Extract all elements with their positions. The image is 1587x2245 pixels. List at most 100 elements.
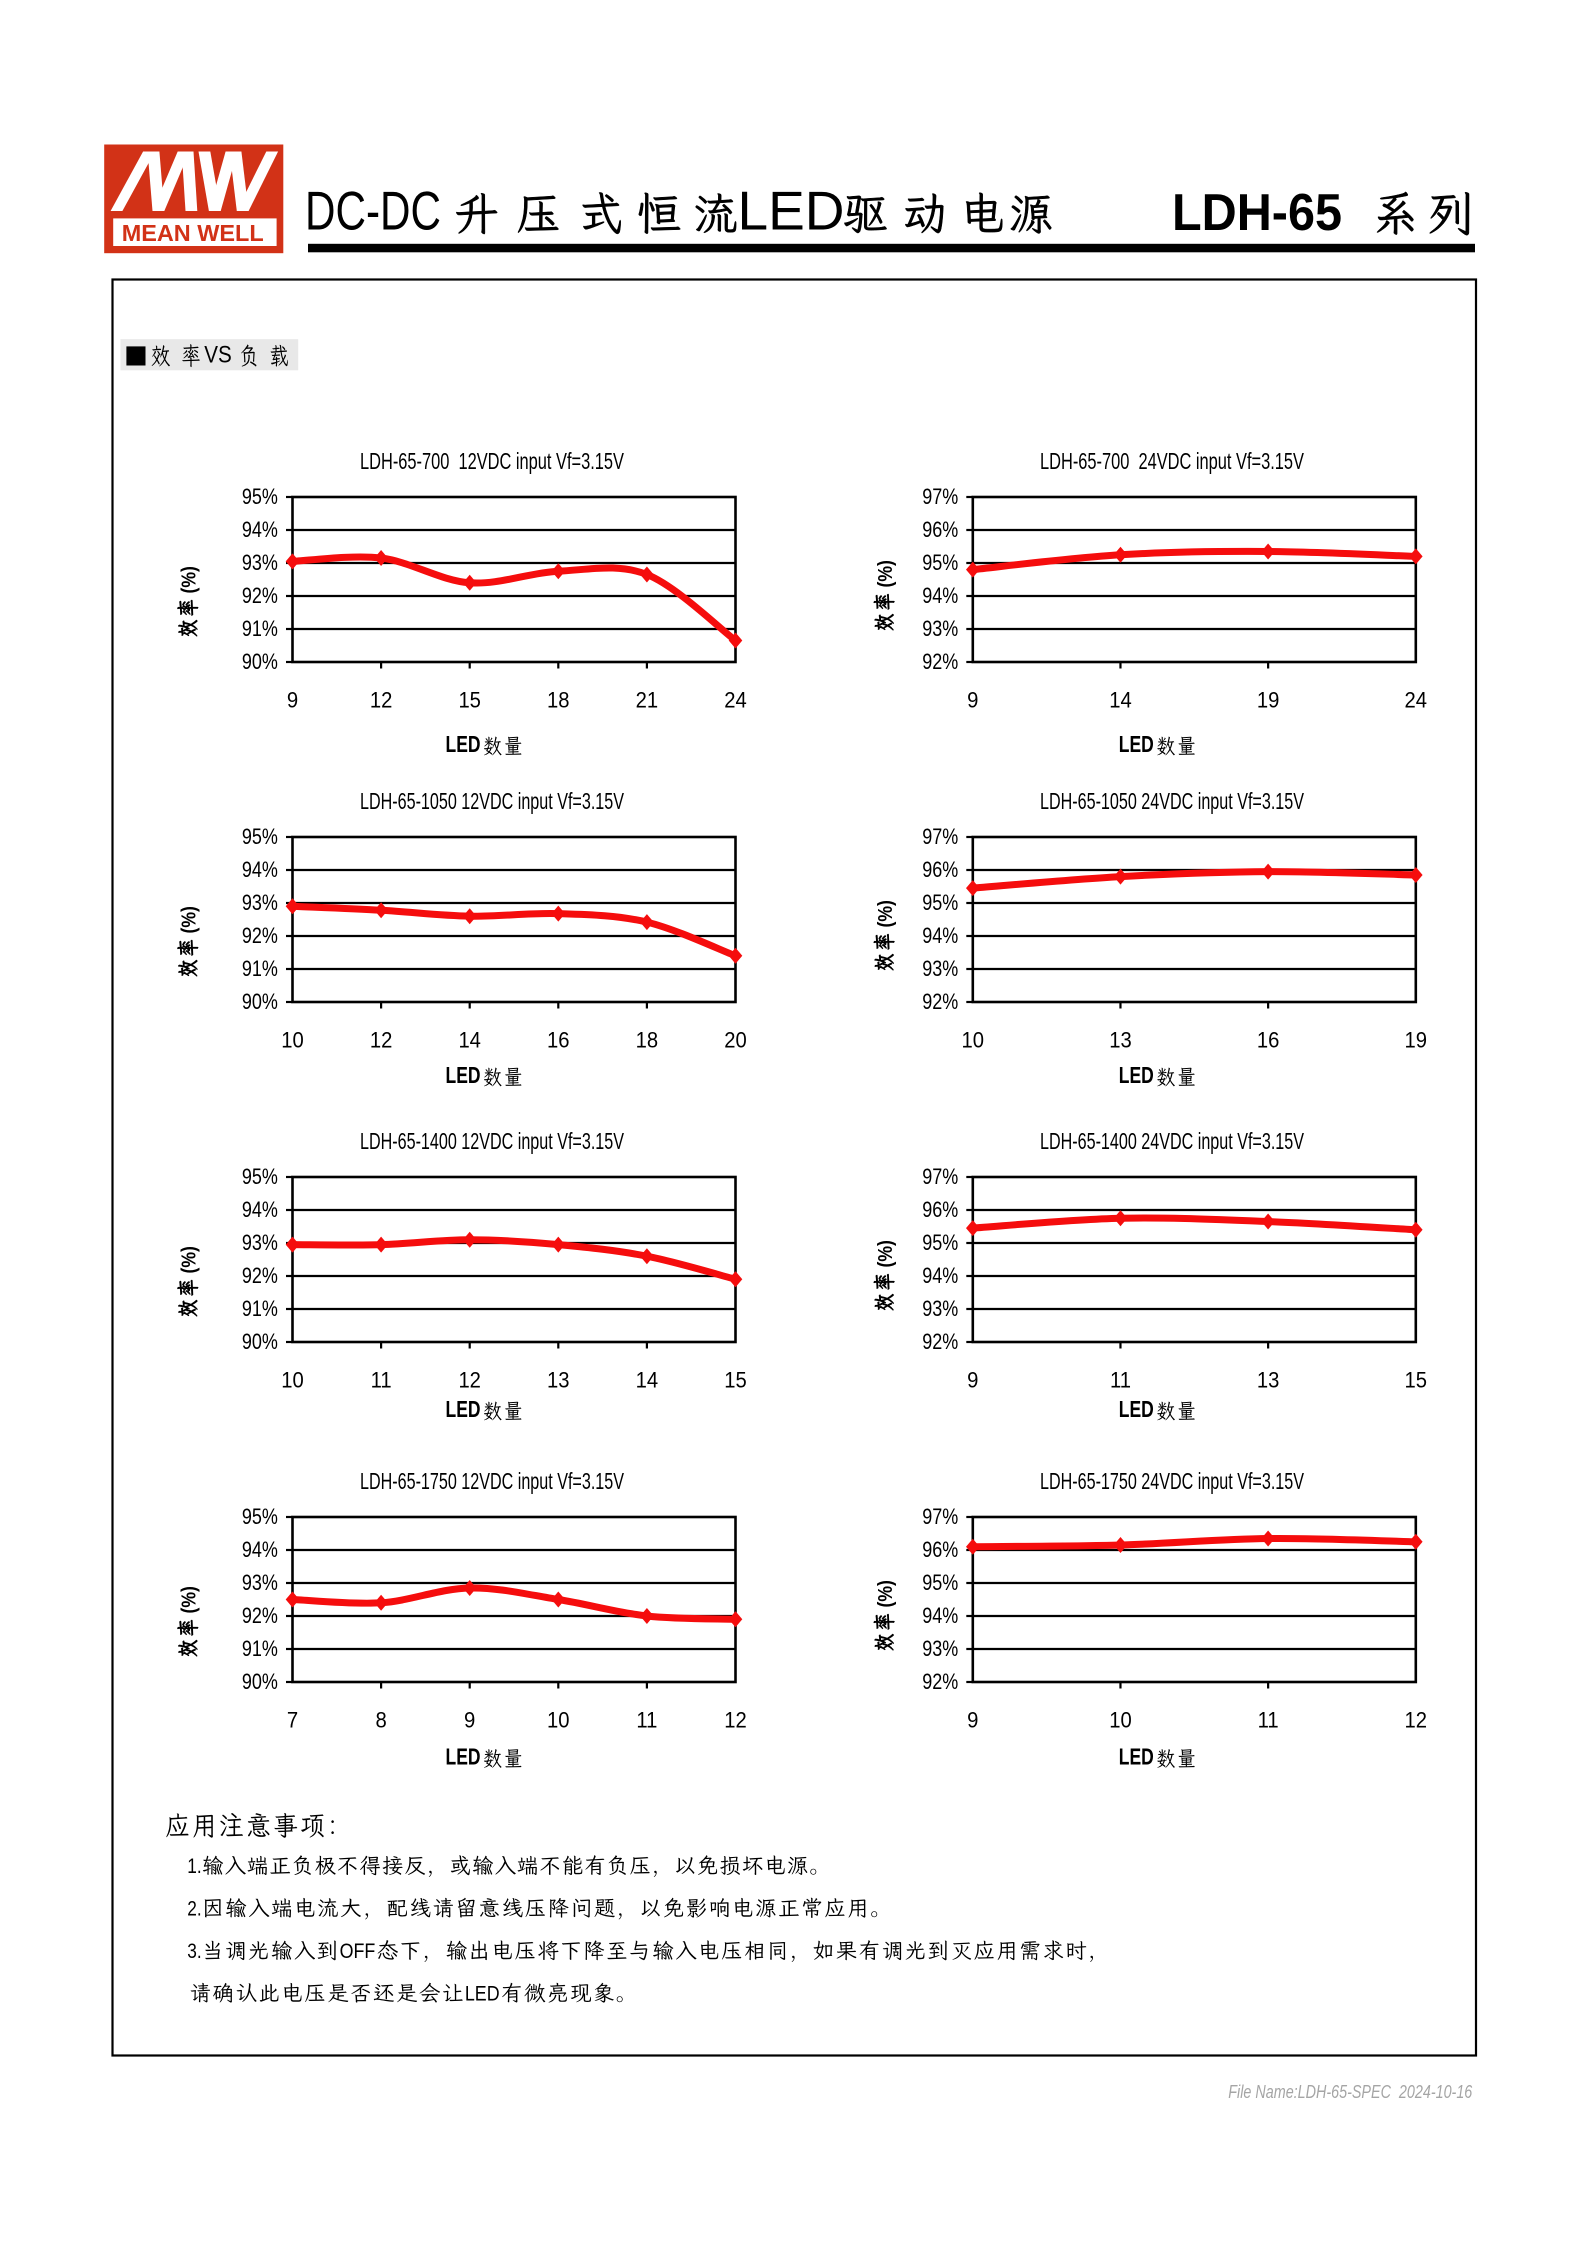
svg-text:OFF: OFF <box>340 1939 376 1963</box>
svg-text:92%: 92% <box>922 1669 958 1694</box>
svg-text:95%: 95% <box>242 1164 278 1189</box>
svg-text:15: 15 <box>1405 1368 1428 1393</box>
svg-text:LDH-65-700 12VDC input Vf=3.1: LDH-65-700 12VDC input Vf=3.15V <box>360 448 624 474</box>
svg-text:11: 11 <box>1258 1708 1279 1733</box>
svg-text:14: 14 <box>636 1368 659 1393</box>
svg-text:97%: 97% <box>922 1164 958 1189</box>
svg-text:13: 13 <box>1109 1028 1132 1053</box>
svg-text:92%: 92% <box>922 989 958 1014</box>
svg-text:9: 9 <box>967 1708 978 1733</box>
svg-text:20: 20 <box>724 1028 747 1053</box>
svg-text:LDH-65: LDH-65 <box>1172 184 1342 242</box>
svg-text:19: 19 <box>1405 1028 1428 1053</box>
svg-text:94%: 94% <box>242 857 278 882</box>
svg-text:11: 11 <box>636 1708 657 1733</box>
svg-text:9: 9 <box>967 688 978 713</box>
svg-text:10: 10 <box>1109 1708 1132 1733</box>
svg-text:91%: 91% <box>242 1296 278 1321</box>
svg-text:97%: 97% <box>922 824 958 849</box>
svg-text:(%): (%) <box>874 560 897 587</box>
svg-text:97%: 97% <box>922 484 958 509</box>
svg-text:18: 18 <box>636 1028 659 1053</box>
svg-text:DC-DC: DC-DC <box>305 181 441 242</box>
svg-text:91%: 91% <box>242 616 278 641</box>
svg-text:16: 16 <box>547 1028 570 1053</box>
svg-text:MEAN WELL: MEAN WELL <box>122 220 264 246</box>
svg-text:10: 10 <box>281 1028 304 1053</box>
svg-text:14: 14 <box>1109 688 1132 713</box>
svg-text:93%: 93% <box>242 1570 278 1595</box>
svg-text:96%: 96% <box>922 1197 958 1222</box>
svg-text:(%): (%) <box>178 1246 201 1273</box>
svg-text:95%: 95% <box>922 1570 958 1595</box>
svg-text:LED: LED <box>446 1744 481 1770</box>
svg-text:(%): (%) <box>178 1586 201 1613</box>
svg-text:19: 19 <box>1257 688 1280 713</box>
svg-text:96%: 96% <box>922 1537 958 1562</box>
svg-text:LED: LED <box>465 1982 500 2006</box>
svg-text:92%: 92% <box>242 923 278 948</box>
svg-text:LDH-65-1050 24VDC input Vf=3.1: LDH-65-1050 24VDC input Vf=3.15V <box>1040 788 1304 814</box>
svg-text:21: 21 <box>636 688 659 713</box>
svg-text:12: 12 <box>1405 1708 1428 1733</box>
svg-text:LDH-65-1750 12VDC input Vf=3.1: LDH-65-1750 12VDC input Vf=3.15V <box>360 1468 624 1494</box>
svg-text:LED: LED <box>738 181 845 242</box>
svg-text:2.: 2. <box>187 1897 201 1921</box>
svg-text:File Name:LDH-65-SPEC 2024-10: File Name:LDH-65-SPEC 2024-10-16 <box>1228 2082 1473 2102</box>
svg-text:96%: 96% <box>922 517 958 542</box>
svg-text:94%: 94% <box>922 1263 958 1288</box>
svg-text:10: 10 <box>547 1708 570 1733</box>
svg-text:12: 12 <box>370 1028 393 1053</box>
svg-text:92%: 92% <box>242 583 278 608</box>
svg-text:94%: 94% <box>922 1603 958 1628</box>
svg-text:VS: VS <box>204 342 232 369</box>
svg-text:11: 11 <box>1110 1368 1131 1393</box>
svg-text:12: 12 <box>458 1368 481 1393</box>
svg-text:9: 9 <box>967 1368 978 1393</box>
svg-text:LDH-65-700 24VDC input Vf=3.1: LDH-65-700 24VDC input Vf=3.15V <box>1040 448 1304 474</box>
svg-text:90%: 90% <box>242 1329 278 1354</box>
svg-text:93%: 93% <box>242 1230 278 1255</box>
svg-text:92%: 92% <box>242 1263 278 1288</box>
svg-text:13: 13 <box>1257 1368 1280 1393</box>
svg-text:94%: 94% <box>242 1537 278 1562</box>
svg-text:(%): (%) <box>178 906 201 933</box>
svg-text:7: 7 <box>287 1708 298 1733</box>
svg-text:LDH-65-1750 24VDC input Vf=3.1: LDH-65-1750 24VDC input Vf=3.15V <box>1040 1468 1304 1494</box>
svg-text:94%: 94% <box>922 923 958 948</box>
svg-text:9: 9 <box>287 688 298 713</box>
svg-text:LDH-65-1400 12VDC input Vf=3.1: LDH-65-1400 12VDC input Vf=3.15V <box>360 1128 624 1154</box>
svg-text:95%: 95% <box>922 890 958 915</box>
svg-text:92%: 92% <box>922 649 958 674</box>
svg-text:90%: 90% <box>242 649 278 674</box>
svg-text:92%: 92% <box>242 1603 278 1628</box>
svg-text:(%): (%) <box>874 1580 897 1607</box>
svg-text:94%: 94% <box>242 1197 278 1222</box>
svg-text:LED: LED <box>1119 1744 1154 1770</box>
svg-text:93%: 93% <box>922 956 958 981</box>
svg-text:LED: LED <box>1119 1396 1154 1422</box>
svg-text:91%: 91% <box>242 956 278 981</box>
svg-text:14: 14 <box>458 1028 481 1053</box>
svg-text:1.: 1. <box>187 1854 201 1878</box>
svg-text:95%: 95% <box>242 1504 278 1529</box>
svg-text:93%: 93% <box>242 890 278 915</box>
svg-text:18: 18 <box>547 688 570 713</box>
svg-text:12: 12 <box>370 688 393 713</box>
svg-text:8: 8 <box>375 1708 386 1733</box>
svg-text:96%: 96% <box>922 857 958 882</box>
svg-text:LED: LED <box>446 1396 481 1422</box>
svg-text:LED: LED <box>1119 1062 1154 1088</box>
svg-text:(%): (%) <box>178 566 201 593</box>
svg-text:LDH-65-1050 12VDC input Vf=3.1: LDH-65-1050 12VDC input Vf=3.15V <box>360 788 624 814</box>
svg-text:LDH-65-1400 24VDC input Vf=3.1: LDH-65-1400 24VDC input Vf=3.15V <box>1040 1128 1304 1154</box>
svg-text:(%): (%) <box>874 1240 897 1267</box>
svg-text:3.: 3. <box>187 1939 201 1963</box>
svg-text:16: 16 <box>1257 1028 1280 1053</box>
svg-text:9: 9 <box>464 1708 475 1733</box>
svg-text:10: 10 <box>281 1368 304 1393</box>
svg-text:95%: 95% <box>922 550 958 575</box>
svg-text:LED: LED <box>446 731 481 757</box>
svg-text:95%: 95% <box>922 1230 958 1255</box>
svg-text:95%: 95% <box>242 824 278 849</box>
